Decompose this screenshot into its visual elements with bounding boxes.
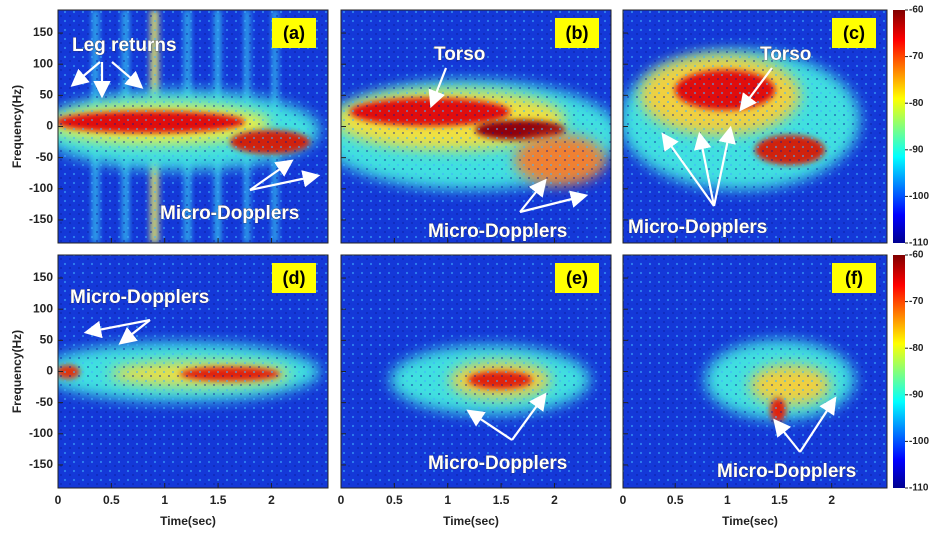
x-axis-label: Time(sec)	[722, 514, 778, 528]
annotation: Torso	[760, 44, 811, 65]
y-tick-label: 100	[33, 56, 53, 70]
colorbar-tick-label: -60	[909, 5, 924, 16]
y-tick-label: -100	[29, 181, 53, 195]
annotation: Micro-Dopplers	[160, 203, 299, 224]
x-tick-label: 0.5	[103, 493, 120, 507]
colorbar-tick-label: -80	[909, 343, 924, 354]
x-axis-label: Time(sec)	[443, 514, 499, 528]
y-tick-label: -50	[36, 395, 54, 409]
colorbar-tick-label: -110	[909, 238, 929, 249]
y-tick-label: -150	[29, 212, 53, 226]
panel-label: (c)	[843, 23, 865, 43]
spectrogram	[58, 255, 328, 488]
colorbar-tick-label: -110	[909, 483, 929, 494]
x-tick-label: 1.5	[771, 493, 788, 507]
annotation: Micro-Dopplers	[70, 287, 209, 308]
y-tick-label: 150	[33, 25, 53, 39]
annotation: Micro-Dopplers	[428, 221, 567, 242]
colorbar-tick-label: -70	[909, 296, 924, 307]
x-tick-label: 1	[724, 493, 731, 507]
x-tick-label: 0	[55, 493, 62, 507]
y-tick-label: 50	[40, 88, 54, 102]
colorbar	[893, 255, 905, 488]
y-tick-label: -100	[29, 426, 53, 440]
colorbar-tick-label: -100	[909, 436, 929, 447]
colorbar-tick-label: -60	[909, 250, 924, 261]
y-axis-label: Frequency(Hz)	[10, 330, 24, 413]
x-tick-label: 1	[444, 493, 451, 507]
x-tick-label: 1.5	[493, 493, 510, 507]
x-tick-label: 0	[620, 493, 627, 507]
y-tick-label: 100	[33, 301, 53, 315]
panel-label: (b)	[566, 23, 589, 43]
y-tick-label: -150	[29, 457, 53, 471]
axes: 150100500-50-100-150Frequency(Hz)1501005…	[10, 5, 929, 529]
panel-label: (f)	[845, 268, 863, 288]
annotations: Leg returns Micro-Dopplers Torso Micro-D…	[70, 35, 857, 483]
annotation: Micro-Dopplers	[628, 217, 767, 238]
spectrogram	[341, 255, 611, 488]
panel-label: (d)	[283, 268, 306, 288]
y-axis-label: Frequency(Hz)	[10, 85, 24, 168]
x-tick-label: 0	[338, 493, 345, 507]
x-tick-label: 1.5	[210, 493, 227, 507]
spectrogram	[341, 10, 611, 243]
x-tick-label: 1	[161, 493, 168, 507]
x-tick-label: 2	[268, 493, 275, 507]
panel-label: (a)	[283, 23, 305, 43]
x-tick-label: 0.5	[386, 493, 403, 507]
colorbar-tick-label: -70	[909, 51, 924, 62]
y-tick-label: 0	[46, 364, 53, 378]
annotation: Micro-Dopplers	[428, 453, 567, 474]
colorbar-tick-label: -80	[909, 98, 924, 109]
annotation: Torso	[434, 44, 485, 65]
y-tick-label: 150	[33, 270, 53, 284]
spectrogram	[623, 10, 887, 243]
x-tick-label: 2	[828, 493, 835, 507]
y-tick-label: -50	[36, 150, 54, 164]
panel-labels: (a) (b) (c) (d) (e) (f)	[272, 18, 876, 293]
x-tick-label: 0.5	[667, 493, 684, 507]
panel-label: (e)	[566, 268, 588, 288]
annotation: Micro-Dopplers	[717, 461, 856, 482]
colorbar-tick-label: -100	[909, 191, 929, 202]
x-tick-label: 2	[551, 493, 558, 507]
x-axis-label: Time(sec)	[160, 514, 216, 528]
spectrogram	[58, 10, 328, 243]
y-tick-label: 50	[40, 333, 54, 347]
colorbar	[893, 10, 905, 243]
spectrogram	[623, 255, 887, 488]
colorbar-tick-label: -90	[909, 389, 924, 400]
y-tick-label: 0	[46, 119, 53, 133]
annotation: Leg returns	[72, 35, 177, 56]
colorbar-tick-label: -90	[909, 144, 924, 155]
